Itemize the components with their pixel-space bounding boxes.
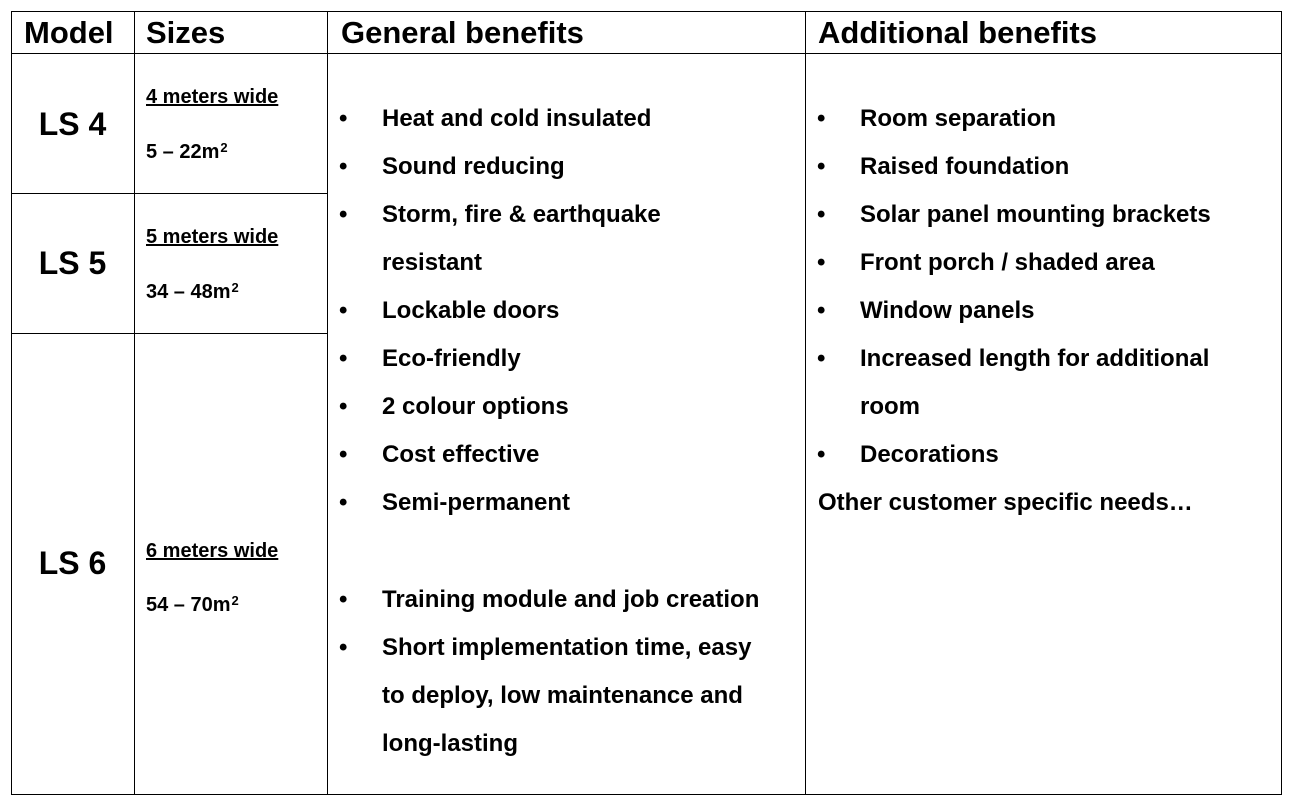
- benefit-item: • Solar panel mounting brackets: [817, 191, 1211, 239]
- bullet-icon: •: [817, 201, 826, 228]
- benefit-item: • Decorations: [817, 431, 1211, 479]
- benefit-text: Eco-friendly: [382, 345, 521, 372]
- benefit-text: to deploy, low maintenance and: [382, 682, 743, 709]
- benefit-text: Storm, fire & earthquake: [382, 201, 661, 228]
- size-area-value: 5 – 22m: [146, 141, 220, 163]
- benefit-item: • Training module and job creation: [339, 576, 759, 624]
- benefit-text: Short implementation time, easy: [382, 634, 752, 661]
- model-name: LS 4: [38, 106, 107, 142]
- bullet-icon: •: [339, 634, 348, 661]
- size-area-value: 54 – 70m: [146, 594, 231, 616]
- benefit-item: • Semi-permanent: [339, 479, 661, 527]
- benefit-text: Raised foundation: [860, 153, 1070, 180]
- additional-benefits-list: • Room separation • Raised foundation • Solar…: [817, 95, 1211, 479]
- benefit-item: • Sound reducing: [339, 143, 661, 191]
- benefit-item: • Heat and cold insulated: [339, 95, 661, 143]
- additional-note: Other customer specific needs…: [818, 489, 1193, 516]
- header-sizes: Sizes: [146, 15, 226, 50]
- bullet-icon: •: [339, 489, 348, 516]
- benefit-item: • 2 colour options: [339, 383, 661, 431]
- benefit-item: • Front porch / shaded area: [817, 239, 1211, 287]
- unit-exponent: 2: [231, 593, 239, 608]
- benefit-text: resistant: [382, 249, 483, 276]
- bullet-icon: •: [817, 345, 826, 372]
- model-name: LS 6: [38, 545, 107, 581]
- benefit-item: • Eco-friendly: [339, 335, 661, 383]
- general-benefits-list: • Heat and cold insulated • Sound reducing •…: [339, 95, 661, 527]
- benefit-text: Decorations: [860, 441, 999, 468]
- benefit-item: • Lockable doors: [339, 287, 661, 335]
- size-width-label: 4 meters wide: [146, 86, 279, 108]
- bullet-icon: •: [339, 153, 348, 180]
- benefit-text: Increased length for additional: [860, 345, 1210, 372]
- benefit-text: Solar panel mounting brackets: [860, 201, 1211, 228]
- benefit-text: Window panels: [860, 297, 1035, 324]
- column-divider: [134, 11, 135, 795]
- benefit-text: long-lasting: [382, 730, 518, 757]
- benefit-text: Heat and cold insulated: [382, 105, 652, 132]
- unit-exponent: 2: [220, 140, 228, 155]
- size-area: 5 – 22m2: [146, 139, 228, 165]
- row-divider: [11, 333, 328, 334]
- size-area-value: 34 – 48m: [146, 281, 231, 303]
- benefit-text: room: [860, 393, 920, 420]
- benefit-text: Sound reducing: [382, 153, 565, 180]
- bullet-icon: •: [817, 153, 826, 180]
- benefits-table: [11, 11, 1282, 795]
- benefit-item: • Window panels: [817, 287, 1211, 335]
- benefit-item: • Increased length for additional room: [817, 335, 1211, 431]
- bullet-icon: •: [339, 441, 348, 468]
- benefit-item: • Raised foundation: [817, 143, 1211, 191]
- benefit-text: Training module and job creation: [382, 586, 760, 613]
- column-divider: [327, 11, 328, 795]
- bullet-icon: •: [817, 249, 826, 276]
- bullet-icon: •: [339, 345, 348, 372]
- size-area: 34 – 48m2: [146, 279, 239, 305]
- benefit-item: • Cost effective: [339, 431, 661, 479]
- header-divider: [11, 53, 1282, 54]
- bullet-icon: •: [339, 201, 348, 228]
- bullet-icon: •: [339, 297, 348, 324]
- benefit-text: 2 colour options: [382, 393, 569, 420]
- header-general-benefits: General benefits: [341, 15, 584, 50]
- model-name: LS 5: [38, 245, 107, 281]
- bullet-icon: •: [817, 105, 826, 132]
- general-benefits-extra-list: • Training module and job creation • Short …: [339, 576, 759, 768]
- benefit-text: Front porch / shaded area: [860, 249, 1155, 276]
- bullet-icon: •: [817, 441, 826, 468]
- benefit-text: Cost effective: [382, 441, 540, 468]
- header-additional-benefits: Additional benefits: [818, 15, 1097, 50]
- benefit-text: Semi-permanent: [382, 489, 571, 516]
- benefit-item: • Room separation: [817, 95, 1211, 143]
- size-area: 54 – 70m2: [146, 592, 239, 618]
- size-width-label: 5 meters wide: [146, 226, 279, 248]
- unit-exponent: 2: [231, 280, 239, 295]
- bullet-icon: •: [339, 105, 348, 132]
- row-divider: [11, 193, 328, 194]
- benefit-item: • Short implementation time, easy to deplo…: [339, 624, 759, 768]
- benefit-text: Room separation: [860, 105, 1057, 132]
- bullet-icon: •: [339, 393, 348, 420]
- bullet-icon: •: [817, 297, 826, 324]
- column-divider: [805, 11, 806, 795]
- header-model: Model: [24, 15, 114, 50]
- size-width-label: 6 meters wide: [146, 540, 279, 562]
- bullet-icon: •: [339, 586, 348, 613]
- benefit-item: • Storm, fire & earthquake resistant: [339, 191, 661, 287]
- benefit-text: Lockable doors: [382, 297, 560, 324]
